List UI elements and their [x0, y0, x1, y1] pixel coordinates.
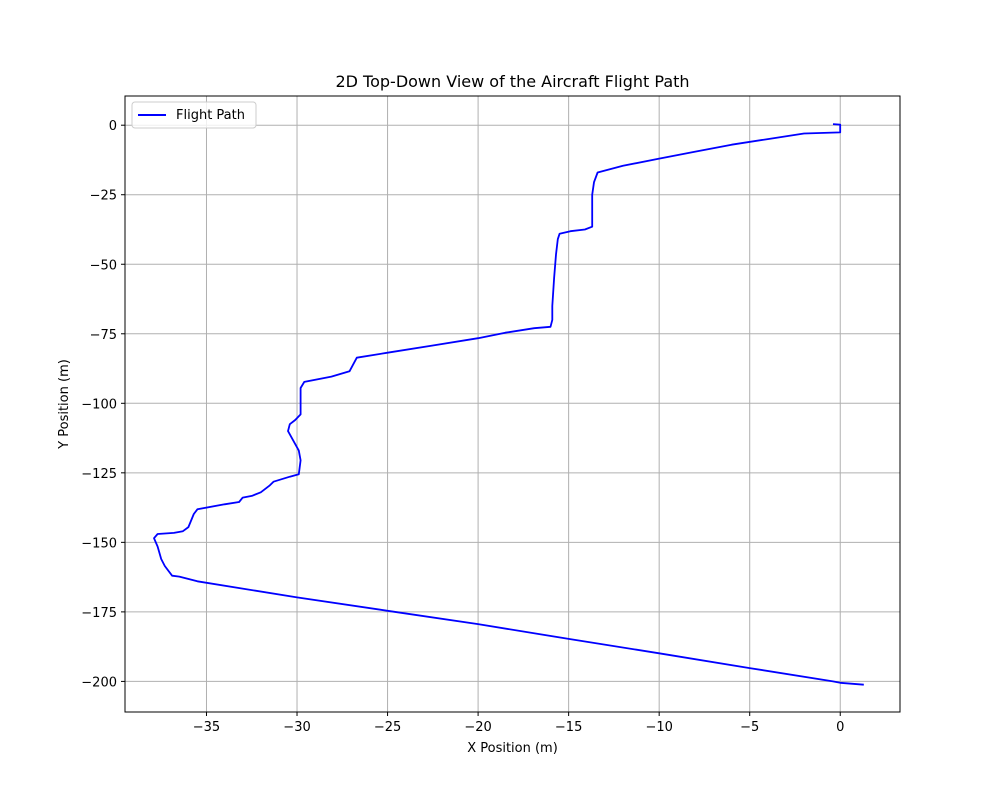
x-axis-ticks: −35 −30 −25 −20 −15 −10 −5 0: [193, 712, 844, 735]
legend: Flight Path: [131, 101, 257, 129]
y-tick-label: −75: [90, 328, 117, 343]
x-tick-label: −25: [374, 720, 401, 735]
y-tick-label: −200: [81, 675, 117, 690]
y-axis-label: Y Position (m): [57, 359, 72, 450]
y-tick-label: −25: [90, 189, 117, 204]
y-tick-label: 0: [109, 119, 117, 134]
legend-label-flight-path: Flight Path: [176, 108, 245, 123]
x-tick-label: −10: [645, 720, 672, 735]
series-line-flight-path: [153, 123, 864, 686]
y-tick-label: −150: [81, 536, 117, 551]
x-tick-label: 0: [836, 720, 844, 735]
x-tick-label: −5: [740, 720, 759, 735]
x-tick-label: −35: [193, 720, 220, 735]
legend-box: [131, 101, 257, 129]
y-tick-label: −50: [90, 258, 117, 273]
y-tick-label: −125: [81, 467, 117, 482]
x-tick-label: −30: [283, 720, 310, 735]
y-axis-ticks: 0 −25 −50 −75 −100 −125 −150 −175 −200: [81, 119, 125, 690]
series-layer: [153, 123, 864, 686]
x-axis-label: X Position (m): [467, 741, 558, 756]
plot-area-frame: [124, 95, 901, 713]
x-tick-label: −15: [555, 720, 582, 735]
x-tick-label: −20: [464, 720, 491, 735]
y-tick-label: −175: [81, 606, 117, 621]
y-tick-label: −100: [81, 397, 117, 412]
chart-title: 2D Top-Down View of the Aircraft Flight …: [335, 72, 689, 91]
